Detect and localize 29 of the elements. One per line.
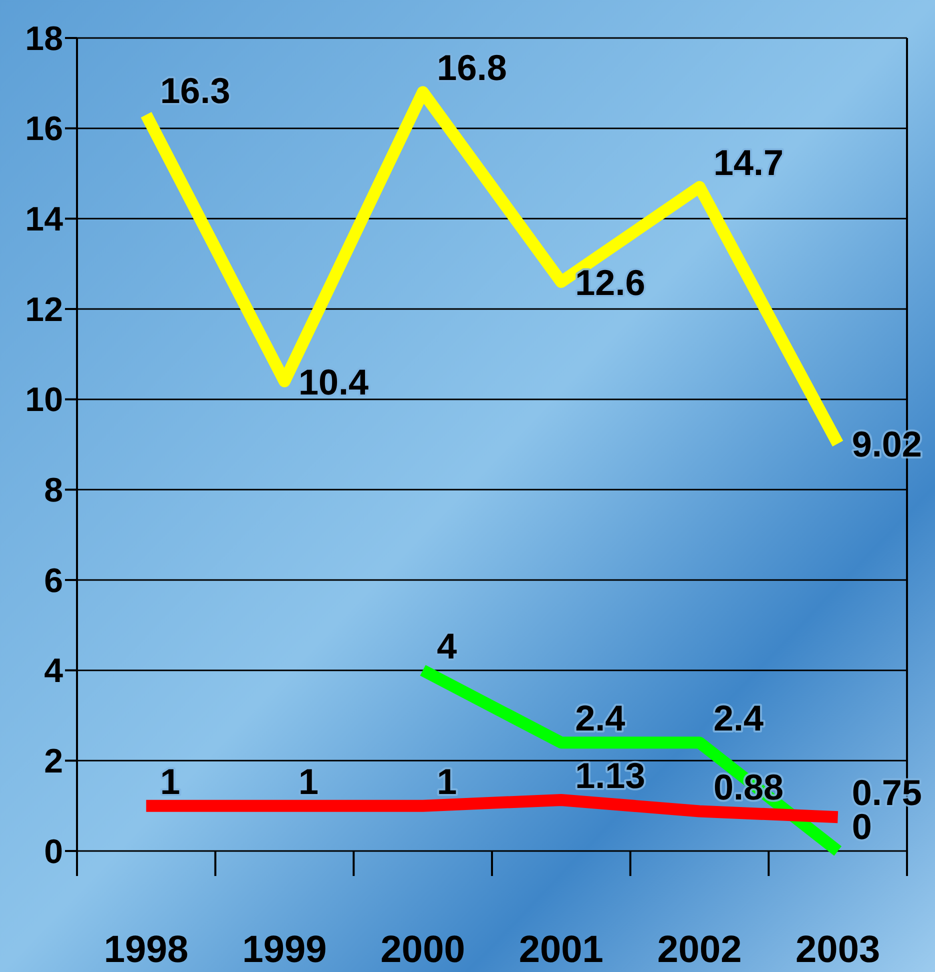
y-tick-label: 14 bbox=[25, 200, 64, 239]
data-label: 2.4 bbox=[714, 698, 764, 739]
y-tick-label: 2 bbox=[44, 742, 63, 781]
data-label: 16.8 bbox=[436, 47, 507, 88]
x-tick-label: 2000 bbox=[380, 929, 466, 971]
data-label: 10.4 bbox=[298, 361, 369, 402]
x-tick-label: 2001 bbox=[518, 929, 604, 971]
y-tick-label: 4 bbox=[44, 652, 64, 690]
data-label: 1 bbox=[298, 760, 319, 802]
x-tick-label: 2002 bbox=[657, 929, 742, 971]
data-label: 1 bbox=[160, 760, 180, 802]
data-label: 4 bbox=[436, 625, 457, 666]
x-tick-label: 1998 bbox=[104, 929, 188, 971]
y-tick-label: 8 bbox=[44, 472, 63, 510]
data-label: 1.13 bbox=[575, 754, 646, 796]
data-label: 1 bbox=[436, 760, 457, 802]
x-tick-label: 1999 bbox=[242, 929, 327, 971]
y-tick-label: 16 bbox=[25, 110, 63, 148]
y-tick-label: 12 bbox=[25, 290, 63, 329]
data-label: 16.3 bbox=[160, 70, 230, 111]
data-label: 14.7 bbox=[714, 142, 784, 184]
data-label: 12.6 bbox=[575, 262, 646, 303]
y-tick-label: 10 bbox=[25, 381, 63, 420]
data-label: 2.4 bbox=[575, 698, 626, 739]
data-label: 0 bbox=[852, 806, 872, 847]
y-tick-label: 0 bbox=[44, 832, 63, 871]
y-tick-label: 18 bbox=[25, 20, 63, 58]
y-tick-label: 6 bbox=[44, 562, 63, 600]
x-tick-label: 2003 bbox=[796, 929, 880, 971]
